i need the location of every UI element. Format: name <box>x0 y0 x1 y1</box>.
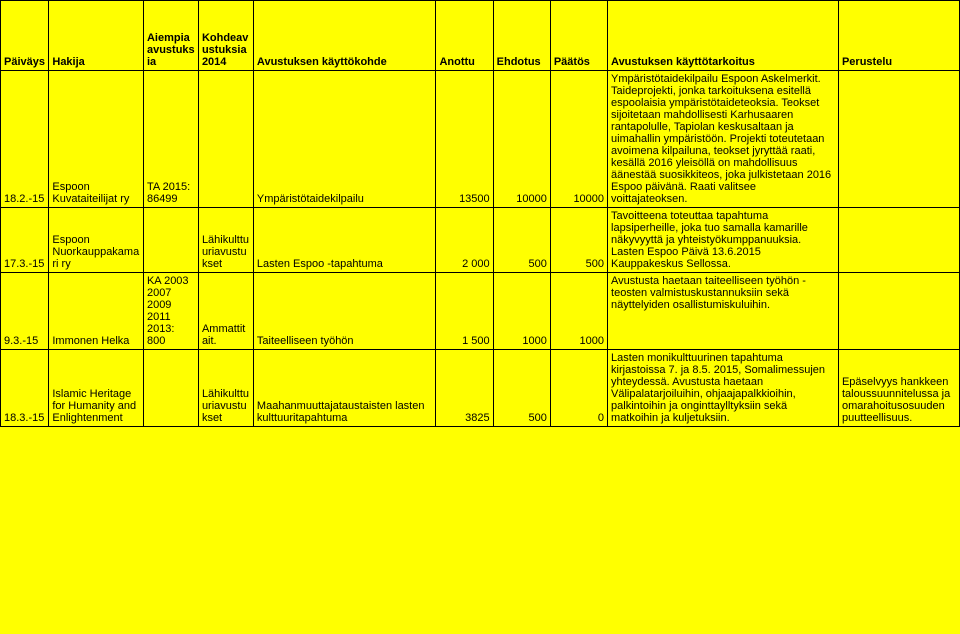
cell-anottu: 13500 <box>436 71 493 208</box>
cell-paivays: 18.2.-15 <box>1 71 49 208</box>
table-body: 18.2.-15 Espoon Kuvataiteilijat ry TA 20… <box>1 71 960 427</box>
cell-kohde: Taiteelliseen työhön <box>253 273 436 350</box>
cell-paatos: 10000 <box>550 71 607 208</box>
cell-paivays: 17.3.-15 <box>1 208 49 273</box>
cell-kohde: Lasten Espoo -tapahtuma <box>253 208 436 273</box>
cell-hakija: Islamic Heritage for Humanity and Enligh… <box>49 350 144 427</box>
cell-kohde: Ympäristötaidekilpailu <box>253 71 436 208</box>
cell-paivays: 18.3.-15 <box>1 350 49 427</box>
col-header-perustelu: Perustelu <box>838 1 959 71</box>
cell-kohde: Maahanmuuttajataustaisten lasten kulttuu… <box>253 350 436 427</box>
cell-paivays: 9.3.-15 <box>1 273 49 350</box>
cell-hakija: Espoon Nuorkauppakamari ry <box>49 208 144 273</box>
col-header-aiempia: Aiempia avustuksia <box>143 1 198 71</box>
col-header-ehdotus: Ehdotus <box>493 1 550 71</box>
cell-perustelu <box>838 208 959 273</box>
cell-paatos: 0 <box>550 350 607 427</box>
col-header-paatos: Päätös <box>550 1 607 71</box>
cell-anottu: 2 000 <box>436 208 493 273</box>
table-row: 17.3.-15 Espoon Nuorkauppakamari ry Lähi… <box>1 208 960 273</box>
cell-anottu: 1 500 <box>436 273 493 350</box>
col-header-hakija: Hakija <box>49 1 144 71</box>
col-header-paivays: Päiväys <box>1 1 49 71</box>
cell-aiempia <box>143 208 198 273</box>
table-row: 18.2.-15 Espoon Kuvataiteilijat ry TA 20… <box>1 71 960 208</box>
cell-kohdeav: Lähikulttuuriavustukset <box>198 208 253 273</box>
col-header-kohde: Avustuksen käyttökohde <box>253 1 436 71</box>
table-header: Päiväys Hakija Aiempia avustuksia Kohdea… <box>1 1 960 71</box>
cell-kohdeav <box>198 71 253 208</box>
table-row: 18.3.-15 Islamic Heritage for Humanity a… <box>1 350 960 427</box>
cell-perustelu: Epäselvyys hankkeen taloussuunnitelussa … <box>838 350 959 427</box>
cell-paatos: 1000 <box>550 273 607 350</box>
cell-ehdotus: 500 <box>493 208 550 273</box>
cell-perustelu <box>838 71 959 208</box>
cell-kohdeav: Lähikulttuuriavustukset <box>198 350 253 427</box>
cell-paatos: 500 <box>550 208 607 273</box>
cell-hakija: Espoon Kuvataiteilijat ry <box>49 71 144 208</box>
cell-ehdotus: 10000 <box>493 71 550 208</box>
cell-kohdeav: Ammattitait. <box>198 273 253 350</box>
cell-aiempia: TA 2015: 86499 <box>143 71 198 208</box>
cell-anottu: 3825 <box>436 350 493 427</box>
col-header-tarkoitus: Avustuksen käyttötarkoitus <box>608 1 839 71</box>
cell-tarkoitus: Avustusta haetaan taiteelliseen työhön -… <box>608 273 839 350</box>
cell-hakija: Immonen Helka <box>49 273 144 350</box>
cell-ehdotus: 500 <box>493 350 550 427</box>
cell-tarkoitus: Lasten monikulttuurinen tapahtuma kirjas… <box>608 350 839 427</box>
cell-tarkoitus: Ympäristötaidekilpailu Espoon Askelmerki… <box>608 71 839 208</box>
cell-aiempia <box>143 350 198 427</box>
cell-tarkoitus: Tavoitteena toteuttaa tapahtuma lapsiper… <box>608 208 839 273</box>
cell-perustelu <box>838 273 959 350</box>
col-header-anottu: Anottu <box>436 1 493 71</box>
col-header-kohdeav: Kohdeavustuksia 2014 <box>198 1 253 71</box>
table-row: 9.3.-15 Immonen Helka KA 2003 2007 2009 … <box>1 273 960 350</box>
grants-table: Päiväys Hakija Aiempia avustuksia Kohdea… <box>0 0 960 427</box>
cell-aiempia: KA 2003 2007 2009 2011 2013: 800 <box>143 273 198 350</box>
cell-ehdotus: 1000 <box>493 273 550 350</box>
